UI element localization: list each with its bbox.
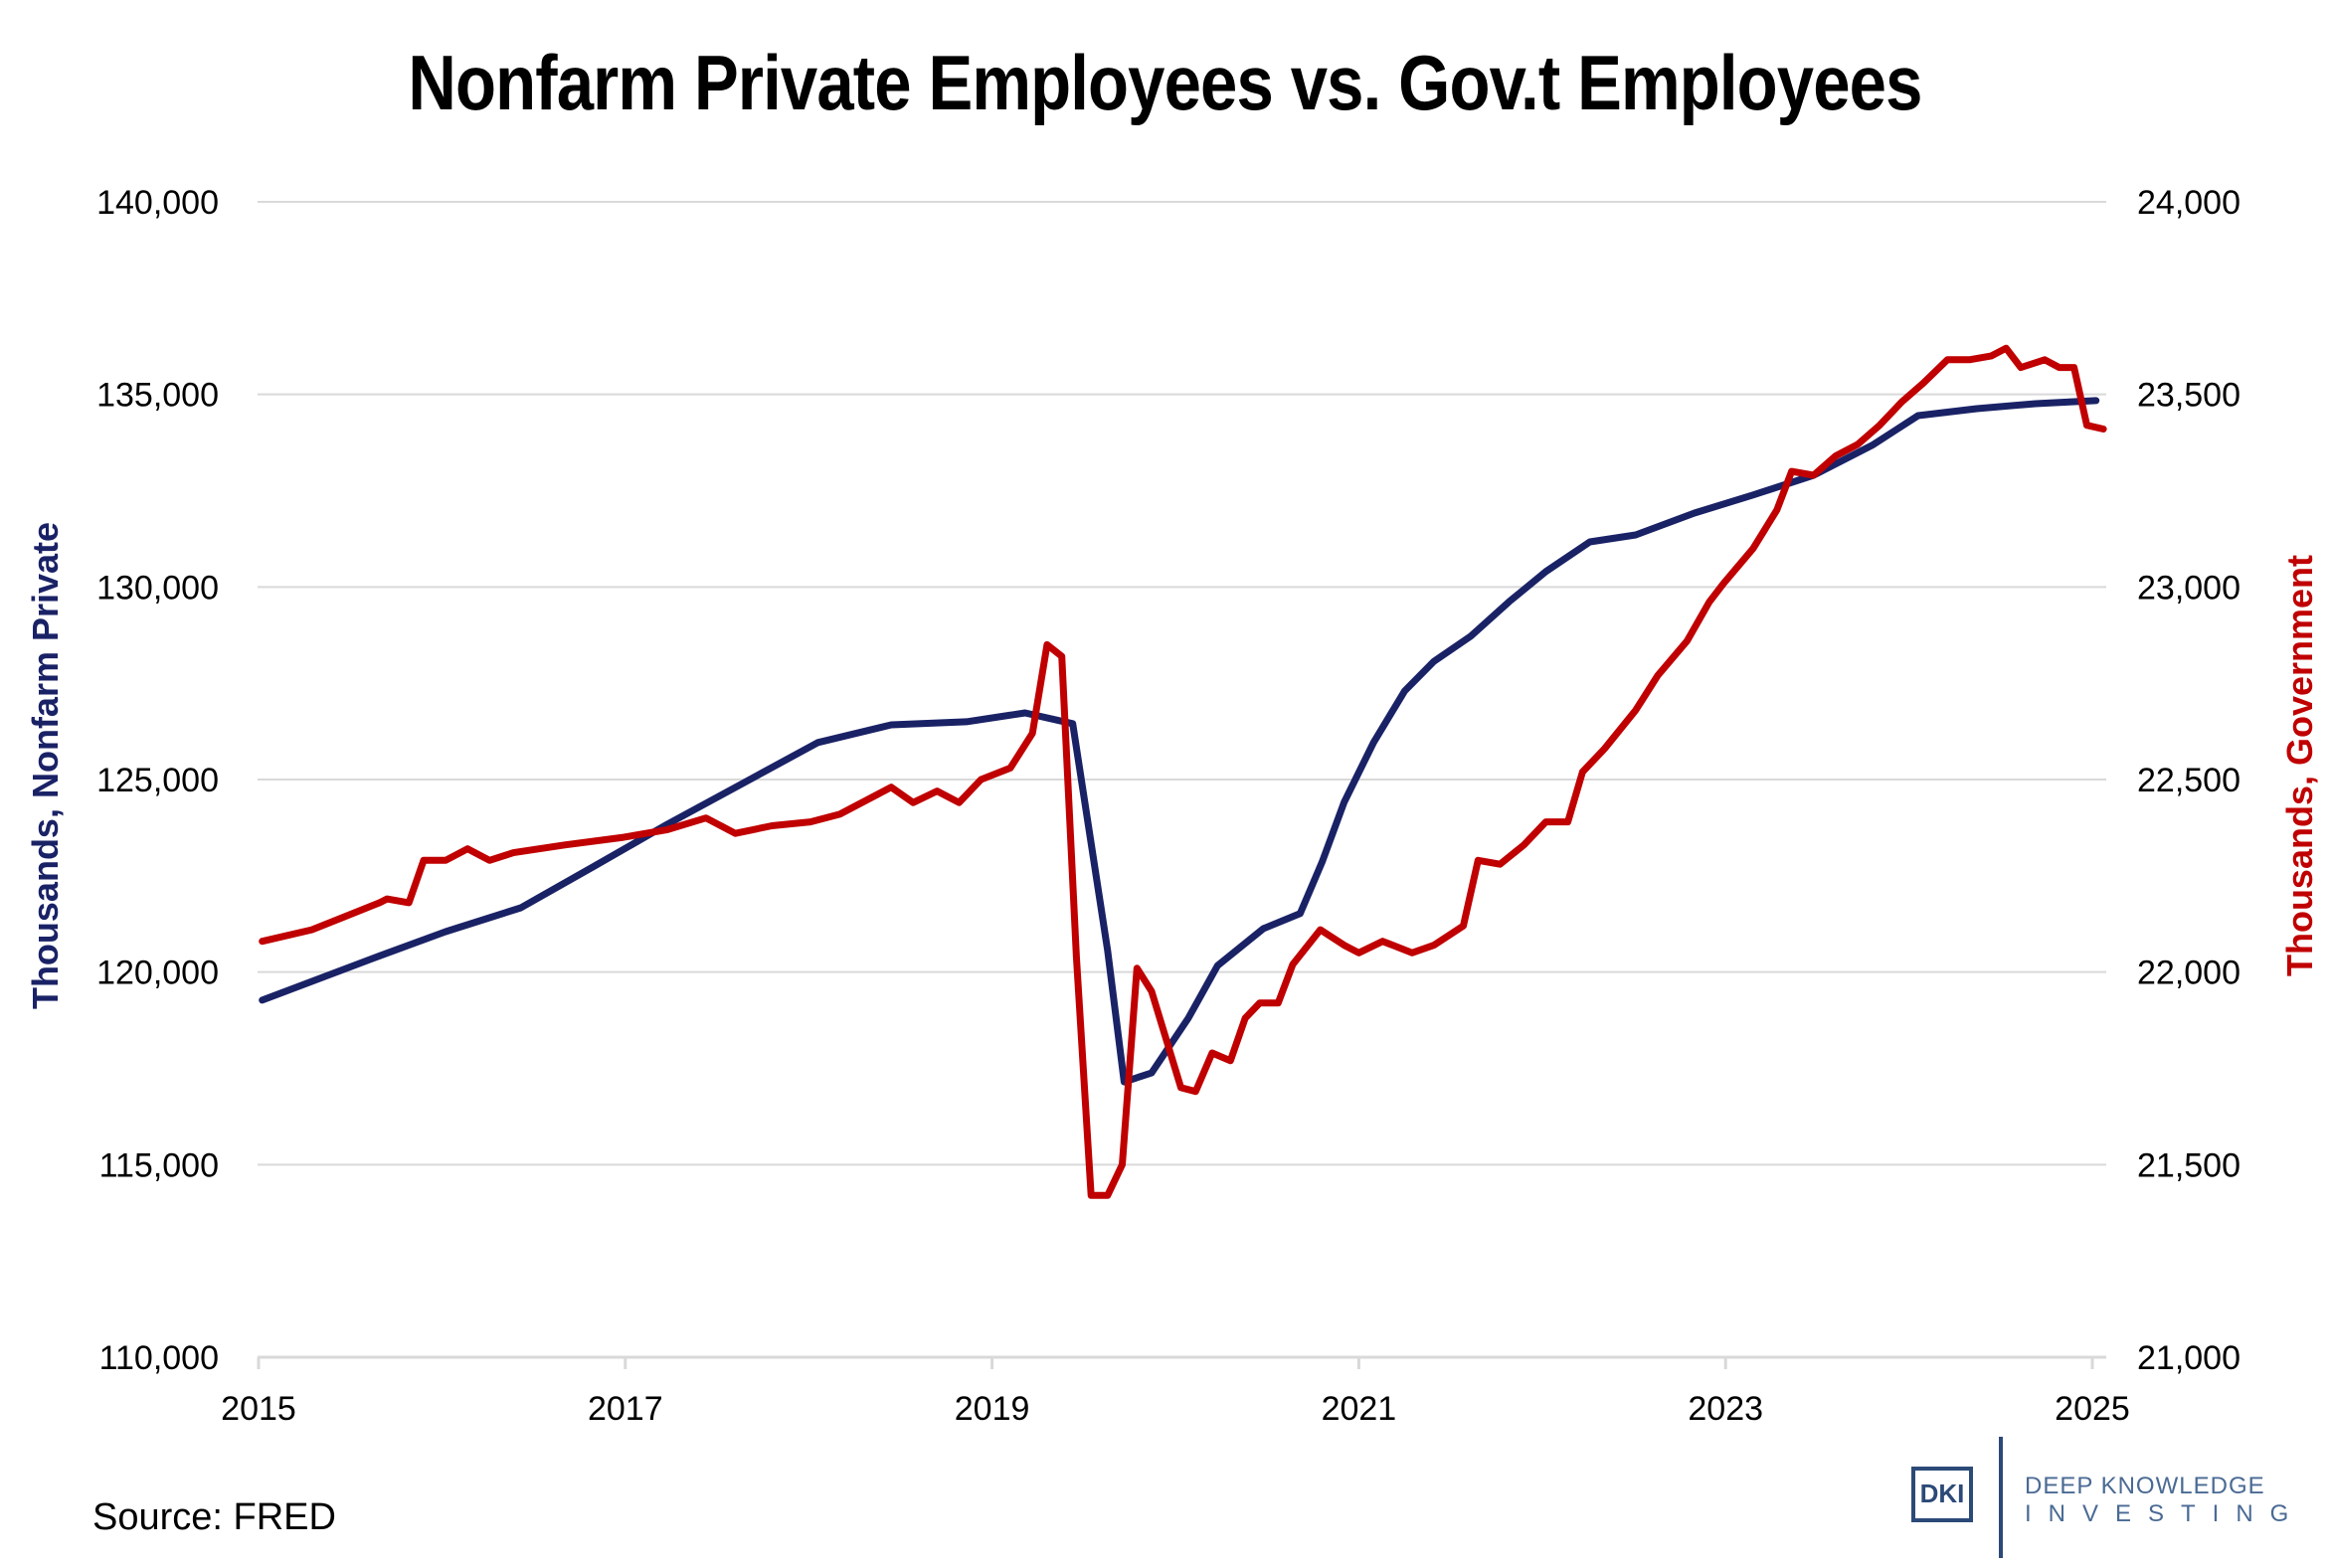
logo-divider bbox=[1999, 1437, 2003, 1558]
source-note: Source: FRED bbox=[92, 1496, 336, 1538]
left-y-axis: 110,000 115,000 120,000 125,000 130,000 135,0… bbox=[96, 184, 219, 1377]
x-axis: 2015 2017 2019 2021 2023 2025 bbox=[221, 1357, 2130, 1428]
left-y-tick-label: 130,000 bbox=[96, 569, 219, 607]
x-tick-label: 2021 bbox=[1322, 1390, 1397, 1428]
x-tick-label: 2019 bbox=[955, 1390, 1030, 1428]
left-axis-title: Thousands, Nonfarm Private bbox=[25, 522, 66, 1009]
logo-mark-frame bbox=[1911, 1467, 1973, 1522]
left-y-tick-label: 140,000 bbox=[96, 184, 219, 222]
left-y-tick-label: 120,000 bbox=[96, 955, 219, 992]
gridlines bbox=[258, 201, 2106, 1359]
left-y-tick-label: 115,000 bbox=[99, 1146, 219, 1184]
x-tick-label: 2025 bbox=[2055, 1390, 2130, 1428]
logo-line2: INVESTING bbox=[2025, 1500, 2306, 1527]
left-y-tick-label: 110,000 bbox=[99, 1339, 219, 1377]
logo-mark-text: DKI bbox=[1919, 1479, 1965, 1508]
right-y-tick-label: 24,000 bbox=[2137, 184, 2240, 222]
right-y-axis: 21,000 21,500 22,000 22,500 23,000 23,500 24,0… bbox=[2137, 184, 2240, 1377]
private-series-line bbox=[259, 397, 2100, 1086]
left-y-tick-label: 125,000 bbox=[96, 762, 219, 799]
right-y-tick-label: 22,000 bbox=[2137, 955, 2240, 992]
left-y-tick-label: 135,000 bbox=[96, 377, 219, 415]
x-tick-label: 2017 bbox=[588, 1390, 663, 1428]
right-axis-title: Thousands, Government bbox=[2279, 555, 2320, 976]
series-layer bbox=[259, 344, 2107, 1199]
right-y-tick-label: 21,000 bbox=[2137, 1339, 2240, 1377]
chart-title: Nonfarm Private Employees vs. Gov.t Empl… bbox=[408, 39, 1922, 126]
right-y-tick-label: 23,500 bbox=[2137, 377, 2240, 415]
x-tick-label: 2023 bbox=[1688, 1390, 1763, 1428]
logo-line1: DEEP KNOWLEDGE bbox=[2025, 1473, 2265, 1499]
x-tick-label: 2015 bbox=[221, 1390, 296, 1428]
right-y-tick-label: 21,500 bbox=[2137, 1146, 2240, 1184]
right-y-tick-label: 22,500 bbox=[2137, 762, 2240, 799]
dki-logo: DKI DEEP KNOWLEDGE INVESTING bbox=[1907, 1435, 2305, 1562]
right-y-tick-label: 23,000 bbox=[2137, 569, 2240, 607]
government-series-line bbox=[259, 344, 2107, 1199]
